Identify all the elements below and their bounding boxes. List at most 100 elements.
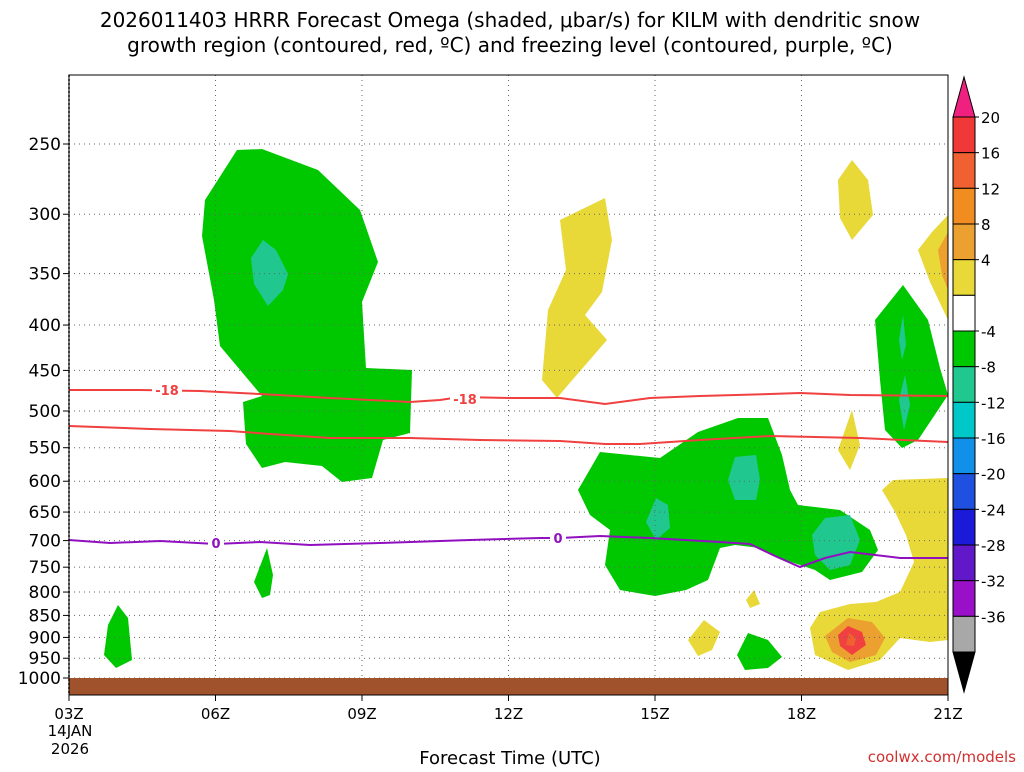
y-tick-label: 650 — [29, 503, 61, 523]
dgz-upper-contour — [69, 389, 949, 406]
dgz-contours — [68, 389, 949, 445]
colorbar-label: -28 — [981, 537, 1006, 555]
freezing-label-bg — [550, 531, 566, 546]
y-tick-label: 850 — [29, 606, 61, 626]
y-tick-label: 300 — [29, 205, 61, 225]
colorbar-swatch — [952, 223, 976, 261]
omega-region-yellow — [688, 620, 720, 656]
y-tick-label: 600 — [29, 472, 61, 492]
colorbar-max-triangle — [952, 75, 976, 118]
y-tick-label: 1000 — [18, 669, 61, 689]
y-tick-label: 800 — [29, 583, 61, 603]
freezing-label: 0 — [553, 532, 562, 547]
ground-surface — [69, 678, 948, 695]
omega-shading — [104, 149, 948, 670]
chart-title-line1: 2026011403 HRRR Forecast Omega (shaded, … — [100, 8, 920, 32]
dgz-labels: -18 -18 — [152, 382, 480, 408]
colorbar-label: 20 — [981, 109, 1000, 127]
plot-area: -18 -18 0 0 — [68, 74, 949, 696]
omega-region-green — [737, 633, 782, 670]
y-tick-label: 900 — [29, 628, 61, 648]
omega-region-green — [578, 418, 878, 596]
x-tick-label: 03Z — [54, 705, 83, 723]
dgz-lower-contour — [68, 425, 949, 445]
colorbar-label: 16 — [981, 145, 1000, 163]
colorbar-label: 8 — [981, 216, 991, 234]
omega-region-yellow — [746, 590, 760, 608]
colorbar-label: 12 — [981, 180, 1000, 198]
x-tick-label: 09Z — [347, 705, 376, 723]
omega-region-yellow — [838, 410, 860, 470]
y-axis-ticks: 2503003504004505005506006507007508008509… — [18, 135, 69, 689]
colorbar-label: -16 — [981, 430, 1006, 448]
omega-region-green — [254, 548, 273, 598]
date-label-year: 2026 — [51, 740, 89, 758]
colorbar-swatch — [952, 473, 976, 510]
dgz-label: -18 — [155, 384, 179, 399]
dgz-label-bg — [450, 391, 480, 407]
omega-region-orange — [846, 633, 856, 646]
omega-region-green — [875, 285, 948, 448]
y-tick-label: 950 — [29, 649, 61, 669]
colorbar-swatch — [952, 544, 976, 582]
colorbar-label: -24 — [981, 501, 1006, 519]
y-tick-label: 700 — [29, 532, 61, 552]
credit-text: coolwx.com/models — [868, 748, 1016, 766]
colorbar-label: -36 — [981, 608, 1006, 626]
colorbar-swatch — [952, 615, 976, 653]
omega-region-yellow — [918, 215, 948, 320]
date-label-day: 14JAN — [48, 722, 93, 740]
omega-region-orange — [938, 232, 948, 290]
freezing-labels: 0 0 — [208, 531, 566, 552]
grid-lines — [69, 75, 948, 695]
x-tick-label: 21Z — [933, 705, 962, 723]
x-tick-label: 06Z — [201, 705, 230, 723]
colorbar: 20 16 12 8 4 -4 -8 -12 -16 -20 -24 -28 -32 -36 — [952, 75, 1006, 694]
x-tick-label: 18Z — [787, 705, 816, 723]
y-tick-label: 750 — [29, 558, 61, 578]
colorbar-swatch — [952, 187, 976, 225]
colorbar-swatch — [952, 116, 976, 154]
dgz-label: -18 — [453, 393, 477, 408]
colorbar-swatch — [952, 508, 976, 546]
y-tick-label: 550 — [29, 439, 61, 459]
omega-region-green — [104, 605, 132, 668]
omega-region-teal — [899, 315, 906, 360]
colorbar-label: -8 — [981, 359, 996, 377]
omega-region-teal — [646, 498, 670, 540]
freezing-label: 0 — [211, 537, 220, 552]
x-axis-ticks: 03Z 06Z 09Z 12Z 15Z 18Z 21Z — [54, 695, 963, 723]
omega-region-teal — [812, 515, 860, 570]
y-tick-label: 500 — [29, 402, 61, 422]
x-tick-label: 15Z — [640, 705, 669, 723]
colorbar-swatch — [952, 401, 976, 439]
y-tick-label: 450 — [29, 361, 61, 381]
freezing-label-bg — [208, 536, 224, 551]
chart-title-line2: growth region (contoured, red, ºC) and f… — [127, 33, 893, 57]
colorbar-swatch — [952, 152, 976, 189]
dgz-label-bg — [152, 382, 182, 398]
omega-region-teal — [899, 375, 910, 430]
colorbar-swatch — [952, 330, 976, 368]
y-tick-label: 400 — [29, 316, 61, 336]
colorbar-label: 4 — [981, 252, 991, 270]
omega-region-teal — [251, 240, 288, 306]
omega-region-yellow — [542, 198, 612, 398]
colorbar-swatch — [952, 259, 976, 296]
y-tick-label: 250 — [29, 135, 61, 155]
colorbar-min-triangle — [952, 651, 976, 694]
omega-region-yellow — [838, 160, 873, 240]
colorbar-label: -4 — [981, 323, 996, 341]
colorbar-swatch — [952, 366, 976, 403]
y-tick-label: 350 — [29, 265, 61, 285]
colorbar-label: -20 — [981, 466, 1006, 484]
omega-region-teal — [728, 455, 760, 500]
colorbar-label: -32 — [981, 573, 1006, 591]
colorbar-swatch — [952, 580, 976, 617]
colorbar-swatch — [952, 437, 976, 475]
colorbar-label: -12 — [981, 394, 1006, 412]
x-tick-label: 12Z — [494, 705, 523, 723]
x-axis-title: Forecast Time (UTC) — [419, 748, 600, 768]
colorbar-swatch — [952, 294, 976, 332]
